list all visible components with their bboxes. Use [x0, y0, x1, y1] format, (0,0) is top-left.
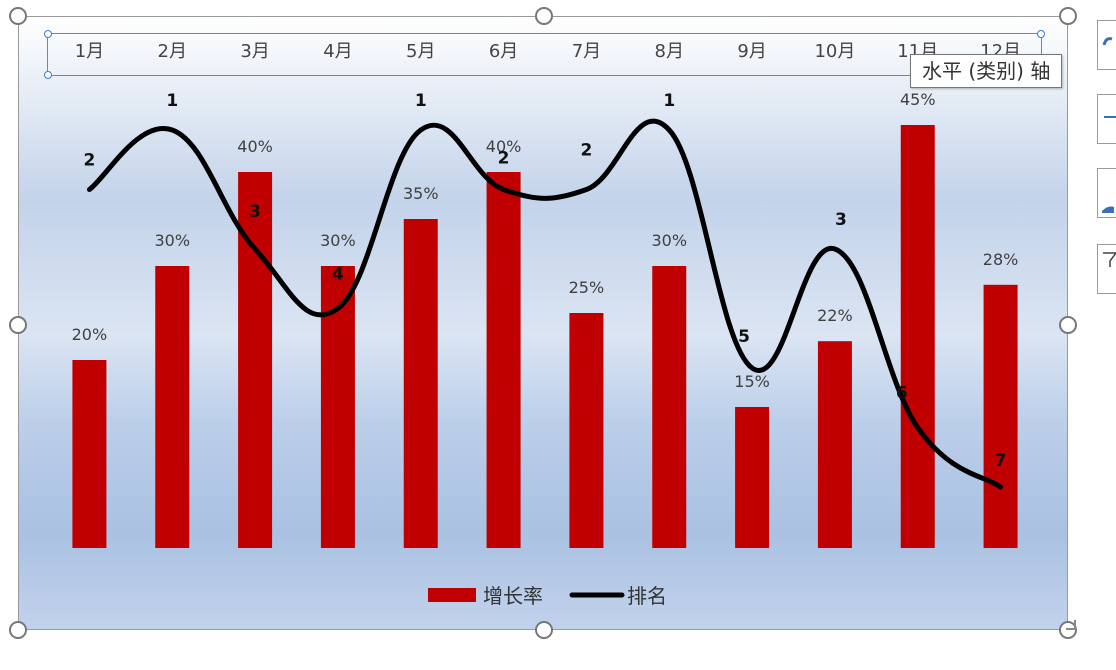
x-tick-label: 8月 [655, 41, 684, 62]
bar [817, 341, 852, 548]
x-tick-label: 2月 [158, 41, 187, 62]
rank-data-label: 5 [738, 327, 750, 347]
rank-data-label: 1 [663, 91, 675, 111]
resize-handle-top[interactable] [535, 7, 553, 25]
axis-selection-handle[interactable] [44, 30, 52, 38]
chart-style-brush-button[interactable] [1097, 168, 1116, 218]
chart-area[interactable] [18, 16, 1068, 630]
resize-handle-bottom-left[interactable] [9, 621, 27, 639]
bar-data-label: 25% [569, 278, 605, 297]
x-tick-label: 6月 [489, 41, 518, 62]
axis-selection-handle[interactable] [1037, 30, 1045, 38]
legend-bar-label: 增长率 [483, 584, 543, 608]
resize-handle-bottom[interactable] [535, 621, 553, 639]
x-tick-label: 10月 [814, 41, 855, 62]
resize-handle-top-right[interactable] [1059, 7, 1077, 25]
bar [900, 125, 935, 548]
rank-data-label: 3 [835, 210, 847, 230]
bar-data-label: 20% [72, 325, 108, 344]
bar [652, 266, 687, 548]
line-labels-layer: 2 1 3 4 1 2 2 1 5 3 6 7 [83, 91, 1006, 471]
resize-corner-icon [1066, 620, 1076, 630]
x-tick-label: 1月 [75, 41, 104, 62]
axis-tooltip: 水平 (类别) 轴 [910, 54, 1063, 88]
rank-data-label: 2 [83, 151, 95, 171]
rank-data-label: 6 [896, 384, 908, 404]
bar-data-label: 40% [237, 137, 273, 156]
x-tick-label: 5月 [406, 41, 435, 62]
resize-handle-bottom-right[interactable] [1059, 621, 1077, 639]
line-layer [86, 118, 1004, 490]
bar-data-label: 15% [734, 372, 770, 391]
rank-data-label: 2 [498, 149, 510, 169]
resize-handle-right[interactable] [1059, 316, 1077, 334]
bar-data-label: 40% [486, 137, 522, 156]
chart-elements-icon [1102, 37, 1113, 46]
rank-data-label: 4 [332, 265, 344, 285]
bar-data-label: 30% [154, 231, 190, 250]
horizontal-axis-selection[interactable] [44, 30, 1045, 79]
resize-handle-left[interactable] [9, 316, 27, 334]
bar [569, 313, 604, 548]
bar-data-label: 22% [817, 306, 853, 325]
rank-data-label: 1 [166, 91, 178, 111]
bar [238, 172, 273, 548]
filter-icon [1103, 252, 1116, 267]
legend-bar-swatch [428, 588, 476, 602]
rank-data-label: 7 [995, 451, 1007, 471]
chart-styles-button[interactable] [1097, 94, 1116, 144]
axis-selection-handle[interactable] [44, 71, 52, 79]
bar-data-label: 35% [403, 184, 439, 203]
rank-data-label: 2 [580, 141, 592, 161]
legend: 增长率 排名 [428, 584, 667, 608]
bar [486, 172, 521, 548]
bar-data-label: 30% [320, 231, 356, 250]
rank-data-label: 3 [249, 202, 261, 222]
bar [735, 407, 770, 548]
chart-elements-button[interactable] [1097, 20, 1116, 70]
bars-layer [72, 125, 1018, 548]
x-tick-label: 9月 [737, 41, 766, 62]
chart-styles-icon [1104, 116, 1116, 118]
rank-line [86, 118, 1004, 490]
legend-line-label: 排名 [627, 584, 667, 608]
bar [403, 219, 438, 548]
x-tick-label: 7月 [572, 41, 601, 62]
x-tick-label: 4月 [323, 41, 352, 62]
bar-data-label: 30% [651, 231, 687, 250]
bar-data-label: 45% [900, 90, 936, 109]
bar [983, 284, 1018, 548]
bar-labels-layer: 20% 30% 40% 30% 35% 40% 25% 30% 15% 22% 45% 28% [72, 90, 1019, 391]
brush-icon [1102, 206, 1114, 213]
resize-handle-top-left[interactable] [9, 7, 27, 25]
x-tick-label: 3月 [240, 41, 269, 62]
bar [155, 266, 190, 548]
bar [72, 360, 107, 548]
rank-data-label: 1 [415, 91, 427, 111]
bar-data-label: 28% [983, 250, 1019, 269]
chart-filters-button[interactable] [1097, 244, 1116, 294]
